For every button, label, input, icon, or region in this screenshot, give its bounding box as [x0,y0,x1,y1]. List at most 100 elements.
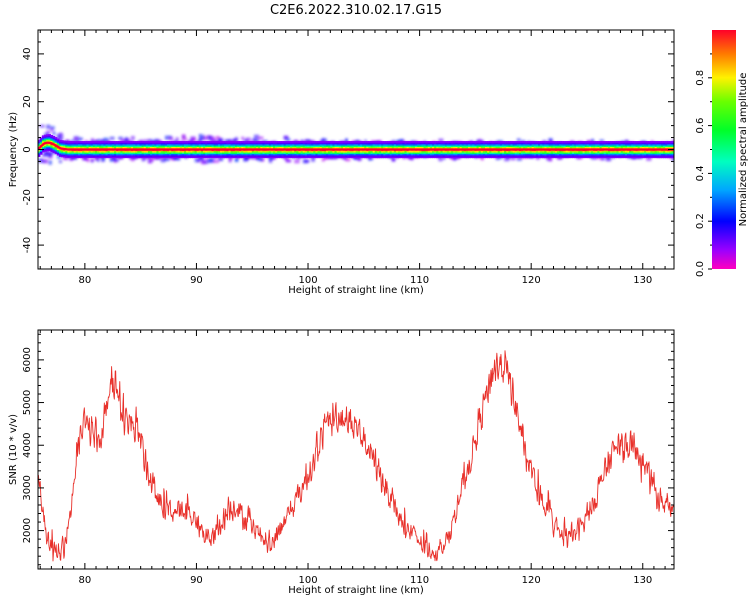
spectrogram-cell [548,156,552,159]
spectrogram-cell [624,150,628,153]
spectrogram-cell [50,135,54,137]
spectrogram-cell [196,142,200,145]
spectrogram-cell [629,143,632,146]
spectrogram-cell [143,146,147,149]
spectrogram-cell [145,152,149,154]
spectrogram-cell [304,142,308,145]
spectrogram-cell [461,146,465,149]
spectrogram-cell [478,152,482,154]
spectrogram-cell [516,143,520,146]
spectrogram-cell [63,140,66,143]
spectrogram-cell [571,141,575,143]
spectrogram-cell [535,142,539,145]
spectrogram-cell [442,153,446,156]
spectrogram-cell [270,154,274,157]
spectrogram-cell [406,156,410,159]
spectrogram-cell [198,153,202,156]
spectrogram-cell [376,141,380,143]
spectrogram-cell [63,155,66,158]
spectrogram-cell [495,152,499,154]
spectrogram-cell [190,150,194,153]
spectrogram-cell [580,156,584,159]
spectrogram-cell [145,145,149,148]
spectrogram-cell [518,145,522,148]
spectrogram-cell [222,146,225,149]
spectrogram-cell [304,145,308,148]
spectrogram-cell [154,152,158,154]
spectrogram-cell [493,152,497,154]
spectrogram-cell [137,146,141,149]
spectrogram-cell [152,150,155,153]
spectrogram-cell [105,146,109,149]
spectrogram-cell [186,152,189,154]
spectrogram-cell [497,145,501,148]
spectrogram-cell [234,137,239,142]
spectrogram-cell [478,138,482,142]
spectrogram-cell [338,145,342,148]
spectrogram-cell [243,146,247,149]
spectrogram-cell [408,154,412,157]
spectrogram-cell [648,150,651,153]
spectrogram-cell [457,156,461,159]
spectrogram-cell [559,150,562,153]
spectrogram-cell [130,156,134,159]
spectrogram-cell [306,142,310,145]
spectrogram-cell [648,156,651,159]
spectrogram-cell [591,143,594,146]
spectrogram-cell [546,145,550,148]
spectrogram-cell [493,150,497,153]
spectrogram-cell [232,156,236,159]
spectrogram-cell [451,150,454,153]
spectrogram-cell [603,142,607,145]
spectrogram-cell [410,142,414,145]
spectrogram-cell [173,150,177,153]
spectrogram-cell [561,146,565,149]
spectrogram-cell [438,141,442,143]
spectrogram-cell [326,150,329,153]
spectrogram-cell [54,148,58,151]
spectrogram-cell [357,146,361,149]
spectrogram-cell [457,141,461,143]
spectrogram-cell [514,141,518,143]
spectrogram-cell [169,156,172,159]
spectrogram-cell [427,145,431,148]
spectrogram-cell [538,143,541,146]
spectrogram-cell [448,152,452,154]
spectrogram-cell [192,150,196,153]
spectrogram-cell [355,156,360,161]
spectrogram-cell [211,138,217,143]
spectrogram-cell [317,150,321,153]
spectrogram-cell [213,154,217,157]
spectrogram-cell [417,150,420,153]
spectrogram-cell [501,142,505,145]
spectrogram-cell [574,154,577,157]
spectrogram-cell [582,146,586,149]
spectrogram-cell [309,154,312,157]
spectrogram-cell [436,150,439,153]
spectrogram-cell [359,145,363,148]
spectrogram-cell [128,154,132,157]
spectrogram-cell [41,159,46,164]
spectrogram-cell [635,156,639,159]
spectrogram-cell [366,146,370,149]
spectrogram-cell [408,143,412,146]
spectrogram-cell [603,150,607,153]
spectrogram-cell [224,142,227,145]
spectrogram-cell [487,154,490,157]
spectrogram-cell [359,142,363,145]
spectrogram-cell [646,156,649,159]
spectrogram-cell [342,153,346,156]
spectrogram-cell [601,145,605,148]
spectrogram-cell [529,153,533,156]
spectrogram-cell [499,152,503,154]
spectrogram-cell [546,146,550,149]
spectrogram-cell [607,156,611,159]
spectrogram-cell [143,152,147,154]
spectrogram-cell [351,156,355,159]
spectrogram-cell [578,153,582,156]
spectrogram-cell [94,141,98,143]
spectrogram-cell [52,147,56,149]
spectrogram-cell [646,152,649,154]
spectrogram-cell [86,150,90,153]
spectrogram-cell [130,142,134,145]
